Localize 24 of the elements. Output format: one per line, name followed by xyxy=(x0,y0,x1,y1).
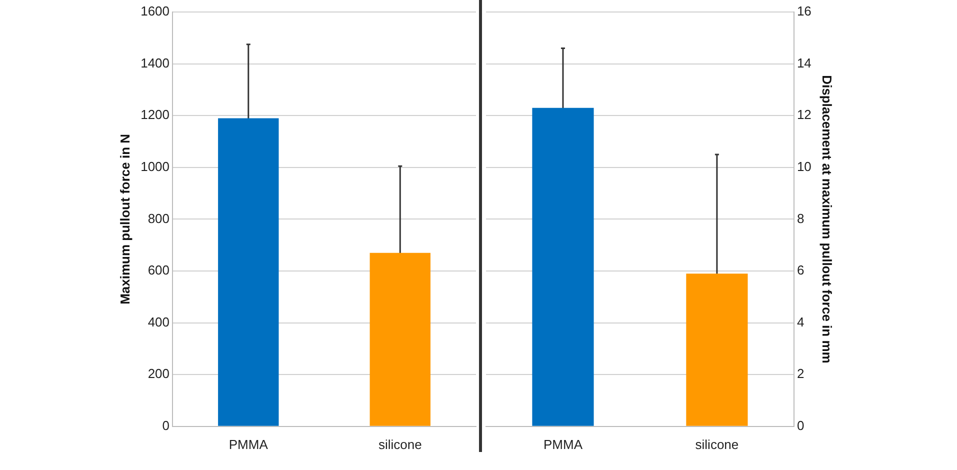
y2-axis-title: Displacement at maximum pullout force in mm xyxy=(820,75,835,364)
y2-tick-label: 16 xyxy=(796,4,812,19)
y-tick-label: 0 xyxy=(162,418,170,433)
y2-tick-label: 2 xyxy=(796,366,804,382)
y2-tick-label: 10 xyxy=(796,158,812,174)
y2-tick-label: 8 xyxy=(796,210,804,226)
y-tick-label: 400 xyxy=(148,314,170,330)
y-tick-label: 600 xyxy=(148,262,170,278)
x-tick-label: PMMA xyxy=(543,436,583,452)
x-tick-label: silicone xyxy=(378,436,422,452)
y-tick-label: 200 xyxy=(148,366,170,382)
y2-tick-label: 6 xyxy=(796,262,804,278)
x-tick-label: silicone xyxy=(695,436,739,452)
y-tick-label: 1000 xyxy=(140,158,170,174)
y-axis-title: Maximum pullout force in N xyxy=(117,134,132,304)
y-tick-label: 800 xyxy=(148,210,170,226)
y-tick-label: 1200 xyxy=(140,107,170,122)
x-tick-label: PMMA xyxy=(228,436,268,452)
y-tick-label: 1600 xyxy=(140,4,170,19)
y2-tick-label: 14 xyxy=(796,55,812,70)
y-tick-label: 1400 xyxy=(140,55,170,70)
y2-tick-label: 0 xyxy=(796,418,804,433)
y2-tick-label: 4 xyxy=(796,314,804,330)
y2-tick-label: 12 xyxy=(796,107,812,122)
